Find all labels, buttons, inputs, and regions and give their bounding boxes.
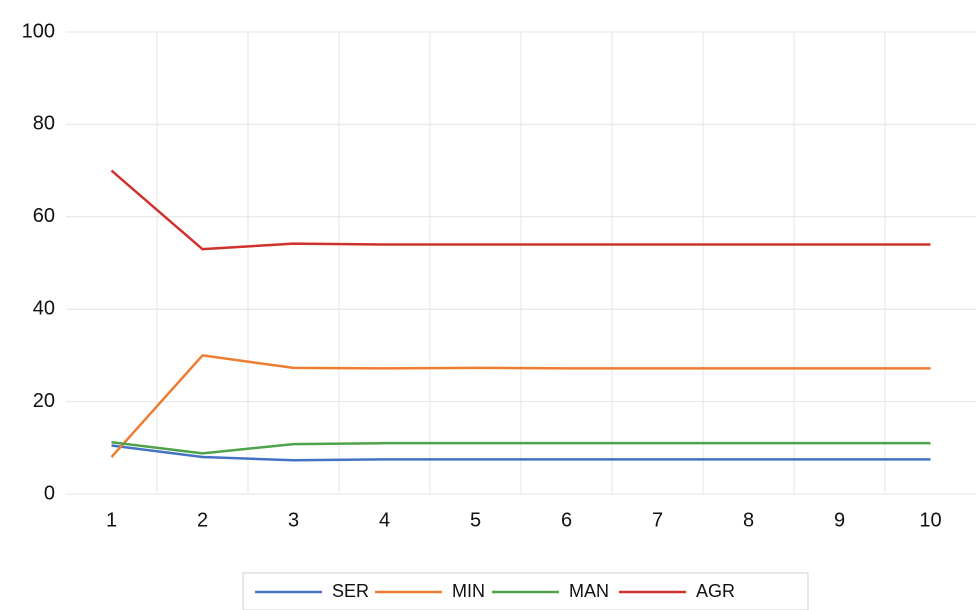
x-tick-label: 8 bbox=[743, 509, 754, 531]
y-tick-label: 60 bbox=[33, 205, 55, 227]
y-tick-label: 20 bbox=[33, 390, 55, 412]
y-tick-label: 100 bbox=[22, 20, 55, 42]
x-tick-label: 2 bbox=[197, 509, 208, 531]
x-tick-label: 3 bbox=[288, 509, 299, 531]
x-tick-label: 5 bbox=[470, 509, 481, 531]
series-line bbox=[110, 169, 931, 251]
series-line bbox=[111, 441, 931, 455]
x-tick-label: 10 bbox=[919, 509, 941, 531]
legend-label: SER bbox=[332, 581, 369, 601]
y-tick-label: 40 bbox=[33, 297, 55, 319]
series-line bbox=[111, 444, 931, 462]
x-tick-label: 6 bbox=[561, 509, 572, 531]
x-tick-label: 7 bbox=[652, 509, 663, 531]
y-tick-label: 0 bbox=[44, 482, 55, 504]
legend-label: MIN bbox=[452, 581, 485, 601]
series-line bbox=[110, 354, 931, 458]
legend-label: AGR bbox=[696, 581, 735, 601]
legend-box bbox=[242, 572, 809, 610]
x-tick-label: 1 bbox=[106, 509, 117, 531]
legend-label: MAN bbox=[569, 581, 609, 601]
y-tick-label: 80 bbox=[33, 113, 55, 135]
x-tick-label: 9 bbox=[834, 509, 845, 531]
x-tick-label: 4 bbox=[379, 509, 390, 531]
